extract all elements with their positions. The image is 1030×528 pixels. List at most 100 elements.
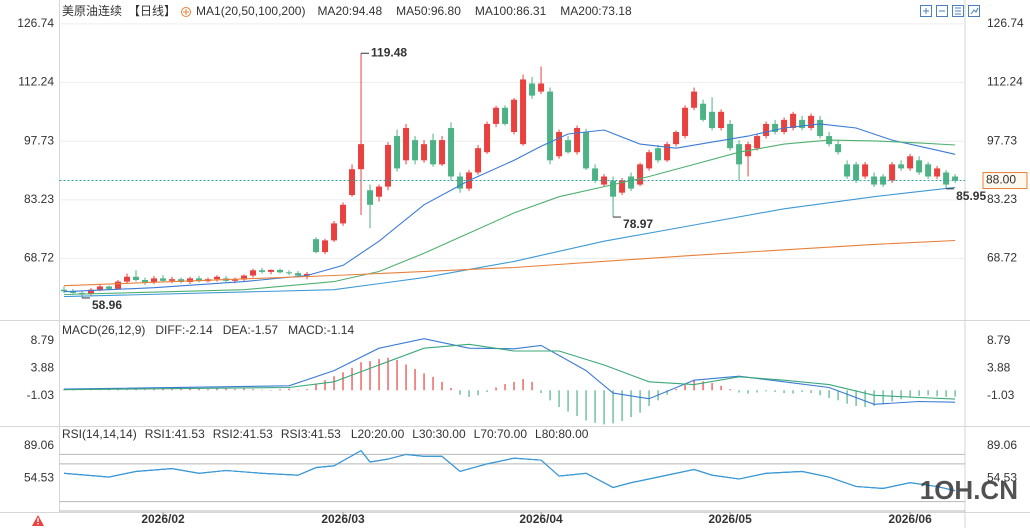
- legend-text: MA50:96.80: [396, 4, 461, 18]
- candle-body: [880, 176, 887, 185]
- y-tick-label: -1.03: [987, 388, 1015, 402]
- candle-body: [628, 176, 635, 189]
- add-indicator-icon[interactable]: [181, 7, 192, 17]
- candle-body: [547, 91, 554, 161]
- candle-body: [799, 119, 806, 128]
- y-tick-label: 97.73: [24, 133, 54, 147]
- candle-body: [889, 164, 896, 181]
- candle-body: [538, 83, 545, 92]
- candle-body: [736, 144, 743, 165]
- candle-body: [511, 99, 518, 133]
- candle-body: [340, 204, 347, 224]
- y-tick-label: 3.88: [987, 361, 1011, 375]
- candle-body: [439, 140, 446, 165]
- candle-body: [412, 140, 419, 161]
- candle-body: [286, 272, 293, 274]
- legend-text: MACD(26,12,9): [62, 323, 145, 337]
- annotation-label: 78.97: [623, 217, 653, 231]
- candle-body: [313, 239, 320, 253]
- x-tick-label: 2026/03: [321, 512, 365, 526]
- candle-body: [565, 140, 572, 153]
- legend-text: MA100:86.31: [475, 4, 547, 18]
- warning-icon: [32, 515, 44, 526]
- legend-text: 美原油连续: [62, 3, 122, 18]
- moving-average-line: [63, 239, 956, 287]
- legend-text: RSI1:41.53: [145, 427, 205, 441]
- candle-body: [214, 276, 221, 280]
- fit-icon[interactable]: [952, 5, 964, 17]
- legend-text: L30:30.00: [412, 427, 466, 441]
- y-tick-label: 97.73: [987, 133, 1017, 147]
- y-tick-label: 126.74: [17, 16, 54, 30]
- y-tick-label: 89.06: [24, 438, 54, 452]
- candle-body: [583, 132, 590, 169]
- candle-body: [124, 276, 131, 282]
- y-tick-label: 126.74: [987, 16, 1024, 30]
- moving-average-line: [63, 139, 956, 296]
- last-price-label: 88.00: [986, 173, 1016, 187]
- candle-body: [295, 273, 302, 276]
- legend-text: DIFF:-2.14: [155, 323, 213, 337]
- y-tick-label: 8.79: [31, 333, 55, 347]
- candle-body: [322, 240, 329, 253]
- y-tick-label: 112.24: [987, 75, 1023, 89]
- y-tick-label: 89.06: [987, 438, 1017, 452]
- candle-body: [142, 279, 149, 283]
- zoom-in-icon[interactable]: [920, 5, 932, 17]
- annotation-label: 58.96: [92, 298, 122, 312]
- y-tick-label: 68.72: [24, 251, 54, 265]
- candle-body: [502, 107, 509, 124]
- candle-body: [70, 291, 77, 293]
- moving-average-line: [63, 186, 956, 298]
- candle-body: [106, 286, 113, 289]
- candle-body: [376, 186, 383, 197]
- settings-icon[interactable]: [968, 5, 980, 17]
- legend-text: RSI3:41.53: [281, 427, 341, 441]
- y-tick-label: 112.24: [18, 75, 54, 89]
- candle-body: [781, 119, 788, 133]
- y-tick-label: 3.88: [31, 361, 55, 375]
- candle-body: [844, 164, 851, 177]
- x-tick-label: 2026/05: [708, 512, 752, 526]
- x-tick-label: 2026/04: [519, 512, 563, 526]
- x-tick-label: 2026/02: [141, 512, 185, 526]
- candle-body: [304, 273, 311, 276]
- candle-body: [655, 148, 662, 161]
- candle-body: [115, 281, 122, 289]
- y-tick-label: 54.53: [24, 471, 54, 485]
- candle-body: [331, 223, 338, 241]
- candle-body: [664, 144, 671, 161]
- candle-body: [862, 164, 869, 177]
- legend-text: RSI2:41.53: [213, 427, 273, 441]
- y-tick-label: 83.23: [24, 192, 54, 206]
- candle-body: [430, 140, 437, 165]
- candle-body: [178, 279, 185, 283]
- legend-text: 【日线】: [128, 4, 176, 18]
- candle-body: [835, 144, 842, 153]
- candle-body: [682, 107, 689, 137]
- legend-text: L80:80.00: [535, 427, 589, 441]
- candle-body: [241, 275, 248, 280]
- candle-body: [493, 107, 500, 124]
- y-tick-label: 54.53: [987, 471, 1017, 485]
- candle-body: [772, 123, 779, 133]
- candle-body: [574, 127, 581, 153]
- candle-body: [79, 292, 86, 294]
- candle-body: [637, 164, 644, 185]
- legend-text: MACD:-1.14: [288, 323, 354, 337]
- moving-average-line: [63, 123, 956, 293]
- legend-text: MA200:73.18: [560, 4, 632, 18]
- annotation-label: 119.48: [371, 45, 407, 59]
- candle-body: [934, 168, 941, 177]
- candle-body: [475, 148, 482, 173]
- annotation-label: 85.95: [956, 189, 986, 203]
- zoom-out-icon[interactable]: [936, 5, 948, 17]
- candle-body: [763, 123, 770, 137]
- legend-text: L70:70.00: [474, 427, 528, 441]
- candle-body: [619, 180, 626, 193]
- candle-body: [754, 136, 761, 149]
- candle-body: [700, 103, 707, 120]
- candle-body: [520, 79, 527, 145]
